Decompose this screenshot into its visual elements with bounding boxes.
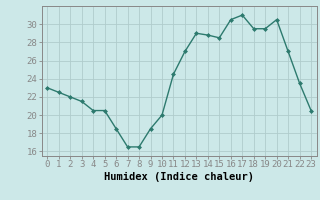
X-axis label: Humidex (Indice chaleur): Humidex (Indice chaleur) — [104, 172, 254, 182]
